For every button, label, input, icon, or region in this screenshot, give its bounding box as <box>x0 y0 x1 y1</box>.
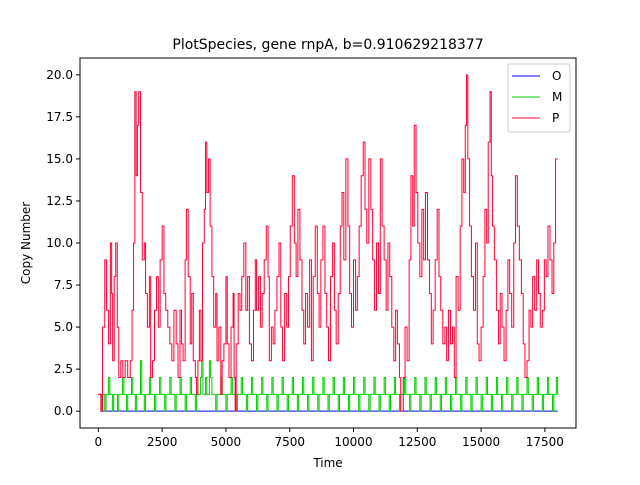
series-layer <box>98 74 559 412</box>
legend: O M P <box>507 63 571 133</box>
x-tick-label: 7500 <box>274 435 305 449</box>
y-tick-label: 10.0 <box>46 236 73 250</box>
y-tick-label: 17.5 <box>46 110 73 124</box>
ticks-layer: 0 2500 5000 7500 10000 12500 15000 17500 0.0 2.5 5… <box>46 68 564 449</box>
x-tick-label: 2500 <box>147 435 178 449</box>
y-axis-label: Copy Number <box>19 202 33 285</box>
legend-box <box>507 63 571 133</box>
y-tick-label: 20.0 <box>46 68 73 82</box>
x-tick-label: 17500 <box>526 435 564 449</box>
series-line-p <box>98 74 558 412</box>
x-tick-label: 12500 <box>398 435 436 449</box>
series-line-m <box>98 360 559 412</box>
x-tick-label: 15000 <box>462 435 500 449</box>
y-tick-label: 12.5 <box>46 194 73 208</box>
y-tick-label: 15.0 <box>46 152 73 166</box>
legend-label-p: P <box>552 111 559 125</box>
y-tick-label: 0.0 <box>54 404 73 418</box>
y-tick-label: 7.5 <box>54 278 73 292</box>
x-tick-label: 10000 <box>334 435 372 449</box>
legend-label-o: O <box>552 69 561 83</box>
y-tick-label: 2.5 <box>54 362 73 376</box>
x-axis-label: Time <box>312 456 342 470</box>
plot-area-frame <box>79 57 577 429</box>
legend-label-m: M <box>552 90 562 104</box>
y-tick-label: 5.0 <box>54 320 73 334</box>
x-tick-label: 5000 <box>211 435 242 449</box>
x-tick-label: 0 <box>95 435 103 449</box>
chart-title: PlotSpecies, gene rnpA, b=0.910629218377 <box>172 37 483 53</box>
